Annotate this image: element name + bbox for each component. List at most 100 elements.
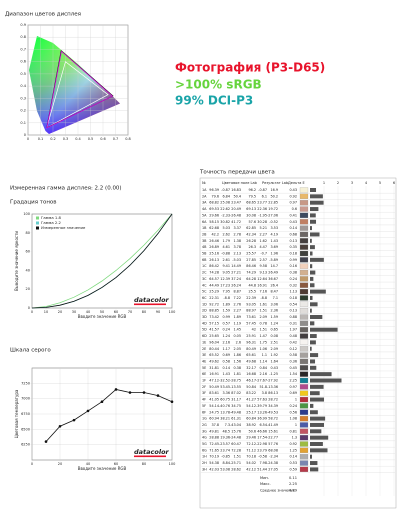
result-lab: 9.13 (259, 271, 267, 275)
delta-e: 0.14 (289, 226, 297, 230)
target-lab: 71.65 (209, 448, 219, 452)
color-swatch (299, 257, 309, 263)
result-lab: 54.02 (246, 461, 256, 465)
y-tick-label: 20 (26, 287, 30, 291)
x-tick-label: 0.8 (125, 137, 131, 141)
summary-value: 2.25 (289, 482, 297, 486)
result-lab: 7.16 (259, 290, 267, 294)
result-lab: 57.63 (257, 398, 267, 402)
target-lab: 60.75 (220, 398, 230, 402)
x-tick-label: 100 (169, 462, 176, 466)
target-lab: 41.72 (231, 220, 241, 224)
result-lab: 1.64 (270, 359, 278, 363)
color-swatch (299, 327, 309, 333)
scale-tick-label: 1 (323, 181, 325, 185)
target-lab: 6.84 (222, 194, 230, 198)
target-lab: 72.28 (231, 448, 241, 452)
row-id: 3A (202, 201, 207, 205)
color-swatch (299, 295, 309, 301)
row-id: 5C (202, 290, 207, 294)
result-lab: 30.28 (257, 220, 267, 224)
row-id: 5B (202, 252, 207, 256)
delta-e: 0.48 (289, 334, 297, 338)
target-lab: 0.05 (233, 334, 241, 338)
delta-e: 1.97 (289, 328, 297, 332)
result-lab: 83.22 (246, 391, 256, 395)
color-swatch (299, 358, 309, 365)
result-lab: 26.49 (268, 271, 278, 275)
target-lab: 3.78 (233, 245, 241, 249)
target-lab: 73.42 (209, 315, 219, 319)
result-lab: 27.85 (246, 258, 256, 262)
result-lab: 50.84 (246, 385, 256, 389)
result-lab: 93.05 (246, 302, 256, 306)
result-lab: 4.47 (259, 245, 267, 249)
target-lab: -49.48 (230, 410, 241, 414)
chart-title: Градация тонов (10, 200, 57, 206)
result-lab: 36.67 (268, 277, 278, 281)
target-lab: 68.82 (209, 201, 219, 205)
result-lab: 1.24 (270, 321, 278, 325)
result-lab: 22.85 (268, 201, 278, 205)
delta-e: 0.32 (289, 283, 297, 287)
target-lab: 24.75 (209, 410, 219, 414)
result-lab: 1.06 (259, 347, 267, 351)
result-lab: 26.28 (246, 239, 256, 243)
color-swatch (299, 314, 309, 320)
target-lab: 2.13 (233, 252, 241, 256)
result-lab: 12.64 (257, 277, 267, 281)
color-swatch (299, 352, 309, 358)
delta-e-bar (310, 283, 315, 288)
row-id: 3D (202, 315, 207, 319)
delta-e-bar (310, 372, 332, 377)
result-lab: 15.61 (268, 429, 278, 433)
result-lab: 2.27 (259, 232, 267, 236)
result-lab: 30.08 (246, 213, 256, 217)
delta-e-bar (310, 308, 312, 313)
result-lab: 3.53 (270, 226, 278, 230)
target-lab: 74.28 (209, 271, 219, 275)
x-tick-label: 100 (169, 310, 176, 314)
delta-e-bar (310, 200, 324, 205)
result-lab: 1.61 (259, 302, 267, 306)
result-lab: 1.51 (259, 328, 267, 332)
target-lab: -5.03 (232, 258, 241, 262)
result-lab: 64.28 (246, 277, 256, 281)
row-id: 6A (202, 220, 207, 224)
result-lab: 49.68 (246, 359, 256, 363)
scale-tick-label: 6 (393, 181, 395, 185)
y-tick-label: 0.7 (20, 47, 26, 51)
target-lab: -40.76 (219, 404, 230, 408)
delta-e-bar (310, 353, 319, 358)
y-tick-label: 100 (23, 212, 30, 216)
delta-e: 0.42 (289, 340, 297, 344)
target-lab: -0.85 (221, 455, 230, 459)
result-lab: 1.96 (270, 252, 278, 256)
row-id: 4E (202, 359, 206, 363)
result-lab: 19.72 (268, 207, 278, 211)
legend-label: Измеренное значение (41, 225, 86, 230)
delta-e-bar (310, 359, 316, 364)
result-lab: -41.49 (267, 423, 278, 427)
target-lab: 3.37 (233, 226, 241, 230)
target-lab: 19.36 (220, 436, 230, 440)
result-lab: 71.12 (246, 448, 256, 452)
delta-e: 0.53 (289, 461, 297, 465)
target-lab: 1.19 (233, 321, 241, 325)
x-tick-label: 80 (142, 462, 146, 466)
target-lab: 0.14 (222, 366, 230, 370)
target-lab: 2.78 (233, 232, 241, 236)
result-lab: 42.34 (246, 232, 256, 236)
target-lab: 2.61 (222, 258, 230, 262)
delta-e-bar (310, 410, 318, 415)
delta-e-bar (310, 219, 317, 224)
result-lab: 58.72 (268, 417, 278, 421)
logo-bar (134, 455, 166, 458)
y-tick-label: 0 (28, 306, 30, 310)
target-lab: 31.81 (209, 366, 219, 370)
target-lab: 48.5 (222, 429, 230, 433)
result-lab: 5.21 (259, 226, 267, 230)
row-id: 4D (202, 321, 207, 325)
result-lab: -27.92 (267, 379, 278, 383)
x-axis-label: Вводите значение RGB (78, 466, 127, 471)
